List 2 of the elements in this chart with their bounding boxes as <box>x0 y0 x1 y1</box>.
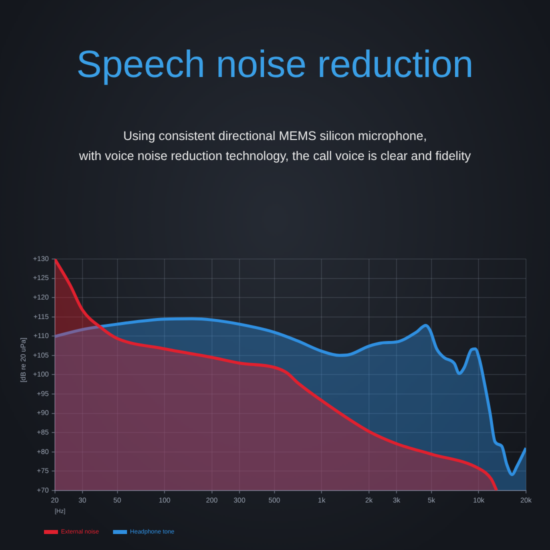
chart-title: Speech noise reduction <box>75 44 475 87</box>
chart-subtitle: Using consistent directional MEMS silicon microphone, with voice noise reduction technology, the call voice is clear and fidelity <box>78 128 472 165</box>
